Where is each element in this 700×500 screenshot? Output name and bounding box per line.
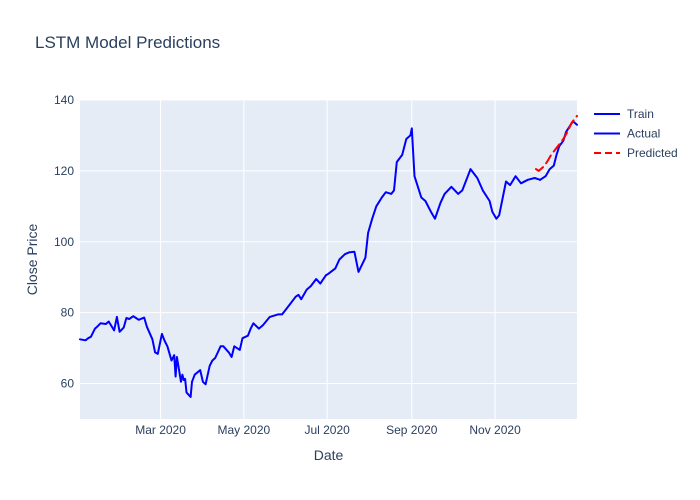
series-line-train [79, 127, 542, 398]
y-tick-label: 120 [54, 164, 74, 178]
legend-item-actual[interactable]: Actual [594, 127, 660, 141]
y-tick-label: 80 [61, 306, 75, 320]
legend-item-train[interactable]: Train [594, 107, 654, 121]
y-tick-label: 60 [61, 377, 75, 391]
x-tick-label: Sep 2020 [386, 423, 438, 437]
x-tick-label: Nov 2020 [469, 423, 521, 437]
x-axis-title: Date [314, 447, 344, 463]
chart-title: LSTM Model Predictions [35, 33, 221, 52]
series-line-predicted [535, 114, 578, 172]
legend-item-predicted[interactable]: Predicted [594, 146, 678, 160]
plot-area [80, 100, 577, 419]
legend-label: Train [627, 107, 654, 121]
legend-label: Actual [627, 127, 660, 141]
legend[interactable]: Train Actual Predicted [594, 107, 678, 160]
x-tick-label: Jul 2020 [304, 423, 350, 437]
y-axis-title: Close Price [24, 224, 40, 296]
x-tick-label: Mar 2020 [135, 423, 186, 437]
x-tick-label: May 2020 [217, 423, 270, 437]
legend-label: Predicted [627, 146, 678, 160]
y-tick-label: 140 [54, 93, 74, 107]
y-tick-label: 100 [54, 235, 74, 249]
